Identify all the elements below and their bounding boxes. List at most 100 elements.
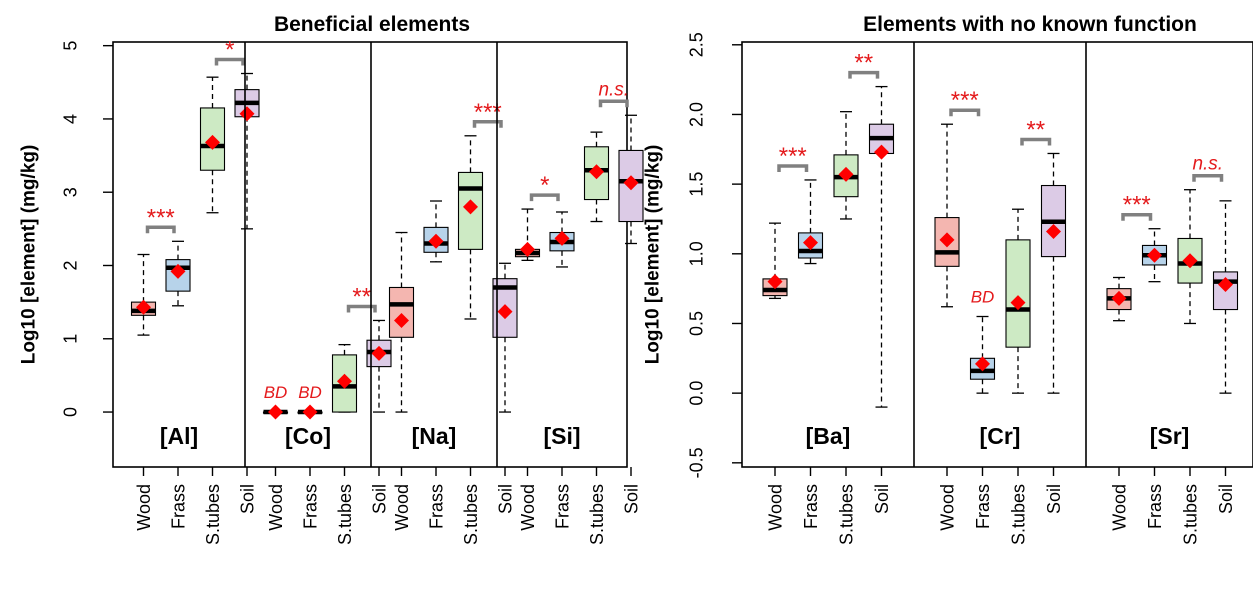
significance-label: * <box>540 172 549 199</box>
significance-bracket <box>529 193 560 202</box>
x-tick-label: Soil <box>369 484 389 514</box>
x-tick-label: S.tubes <box>203 484 223 545</box>
box-soil <box>234 72 260 230</box>
x-tick-label: Wood <box>266 484 286 531</box>
y-tick-label: 1 <box>60 334 80 344</box>
box-stubes <box>199 76 226 214</box>
x-tick-label: S.tubes <box>335 484 355 545</box>
x-tick-label: Soil <box>872 484 892 514</box>
significance-bracket <box>1121 212 1153 221</box>
panel-label: [Co] <box>285 423 331 449</box>
significance-label: *** <box>1123 192 1151 219</box>
significance-bracket <box>848 70 880 79</box>
panel-label: [Cr] <box>980 423 1021 449</box>
panel-label: [Al] <box>160 423 198 449</box>
box-soil <box>1040 152 1067 394</box>
panel-label: [Sr] <box>1150 423 1190 449</box>
panel-label: [Si] <box>543 423 580 449</box>
mean-marker <box>803 235 818 251</box>
box-body <box>1005 239 1031 348</box>
x-tick-label: Frass <box>552 484 572 529</box>
box-frass <box>423 200 449 263</box>
x-tick-label: Wood <box>937 484 957 531</box>
box-wood <box>130 253 157 336</box>
mean-marker <box>1010 295 1026 311</box>
plot-frame <box>112 41 628 468</box>
x-tick-label: S.tubes <box>461 484 481 545</box>
significance-label: *** <box>951 87 979 114</box>
y-tick-label: 3 <box>60 187 80 197</box>
significance-label: n.s. <box>1192 154 1223 175</box>
x-tick-label: Soil <box>1044 484 1064 514</box>
significance-bracket <box>949 108 981 117</box>
panel-na: Wood Frass S.tubes Soil***[Na] <box>370 42 518 545</box>
mean-marker <box>394 312 409 328</box>
chart-1: Beneficial elements Log10 [element] (mg/k… <box>19 13 644 545</box>
y-tick-label: 1.0 <box>686 241 706 266</box>
x-tick-label: S.tubes <box>1180 484 1200 545</box>
significance-bracket <box>1020 137 1052 146</box>
mean-marker <box>337 373 352 389</box>
significance-bracket <box>145 225 176 234</box>
panel-label: [Na] <box>412 423 457 449</box>
panel-si: Wood Frass S.tubes Soil * n.s. [Si] <box>496 42 644 545</box>
x-tick-label: S.tubes <box>836 484 856 545</box>
x-tick-label: Frass <box>426 484 446 529</box>
box-soil <box>618 114 644 245</box>
significance-label: *** <box>147 204 175 231</box>
box-wood <box>762 222 788 300</box>
panel-sr: Wood Frass S.tubes Soil *** n.s. [Sr] <box>1085 42 1239 545</box>
mean-marker <box>589 164 604 180</box>
significance-label: * <box>225 37 234 64</box>
y-tick-label: -0.5 <box>686 447 706 478</box>
mean-marker <box>170 263 186 279</box>
significance-bracket <box>598 99 629 108</box>
box-body <box>388 286 415 338</box>
x-tick-label: Wood <box>1109 484 1129 531</box>
mean-marker <box>767 274 783 290</box>
chart-title: Elements with no known function <box>863 13 1197 36</box>
y-tick-label: 0.0 <box>686 381 706 406</box>
box-wood <box>514 208 541 262</box>
chart-title: Beneficial elements <box>274 13 470 36</box>
mean-marker <box>1182 253 1198 269</box>
box-frass <box>165 240 191 307</box>
x-tick-label: Wood <box>765 484 785 531</box>
significance-bracket <box>346 304 377 313</box>
box-frass <box>297 404 323 420</box>
panel-cr: Wood Frass S.tubes Soil*****BD[Cr] <box>913 42 1067 545</box>
bd-label: BD <box>971 288 995 307</box>
mean-marker <box>239 106 255 122</box>
significance-bracket <box>214 57 245 66</box>
x-tick-label: Soil <box>621 484 641 514</box>
box-frass <box>969 315 996 394</box>
y-tick-label: 0 <box>60 407 80 417</box>
bd-label: BD <box>264 383 288 402</box>
bd-label: BD <box>298 383 322 402</box>
significance-bracket <box>777 164 809 172</box>
box-soil <box>1212 200 1239 394</box>
significance-label: *** <box>779 143 807 170</box>
mean-marker <box>838 166 854 182</box>
significance-label: ** <box>1026 116 1045 143</box>
mean-marker <box>1046 224 1061 240</box>
box-soil <box>868 85 895 408</box>
mean-marker <box>520 241 535 257</box>
y-axis-label: Log10 [element] (mg/kg) <box>19 145 40 365</box>
y-tick-label: 1.5 <box>686 172 706 197</box>
mean-marker <box>874 144 889 160</box>
box-stubes <box>833 111 859 220</box>
significance-bracket <box>472 120 503 128</box>
box-stubes <box>583 131 610 223</box>
x-tick-label: Frass <box>168 484 188 529</box>
box-stubes <box>1005 208 1031 394</box>
mean-marker <box>497 304 513 320</box>
mean-marker <box>939 232 955 248</box>
y-tick-label: 2.0 <box>686 102 706 127</box>
chart-2: Elements with no known function Log10 [el… <box>643 13 1253 545</box>
mean-marker <box>371 345 387 361</box>
box-stubes <box>457 135 484 320</box>
mean-marker <box>554 230 570 246</box>
mean-marker <box>268 404 283 420</box>
